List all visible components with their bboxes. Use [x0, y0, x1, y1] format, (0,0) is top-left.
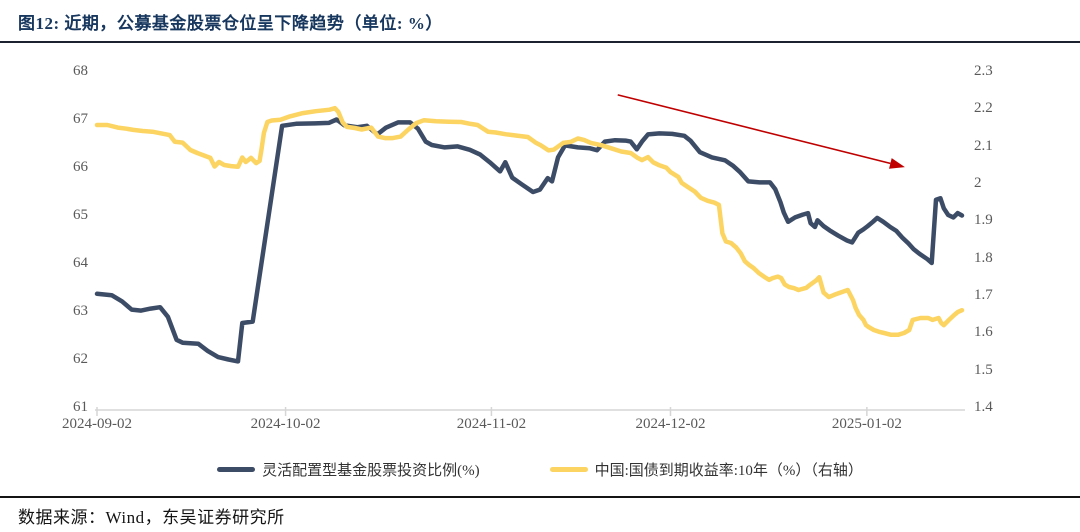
left-axis-tick-label: 64	[73, 255, 88, 271]
left-axis-tick-label: 62	[73, 351, 88, 367]
data-source-note: 数据来源：Wind，东吴证券研究所	[18, 508, 285, 527]
right-axis-tick-label: 2	[974, 175, 982, 191]
right-axis-tick-label: 1.6	[974, 324, 993, 341]
trend-arrow-head-icon	[889, 158, 905, 169]
legend-label: 中国:国债到期收益率:10年（%）（右轴）	[594, 463, 863, 479]
left-axis-tick-label: 66	[73, 159, 88, 175]
x-axis-tick-label: 2024-12-02	[635, 416, 706, 432]
x-axis-tick-label: 2024-09-02	[62, 416, 132, 432]
right-axis-tick-label: 1.4	[974, 399, 993, 415]
title-divider	[0, 41, 1080, 43]
x-axis-tick-label: 2025-01-02	[831, 416, 902, 432]
left-axis-tick-label: 61	[73, 399, 88, 415]
right-axis-tick-label: 2.2	[974, 100, 993, 117]
page-title: 图12: 近期，公募基金股票仓位呈下降趋势（单位: %）	[18, 14, 443, 33]
dark-line-swatch-icon	[217, 467, 256, 472]
left-axis-tick-label: 67	[73, 111, 88, 127]
right-axis-tick-label: 2.3	[974, 63, 993, 79]
right-axis-tick-label: 1.5	[974, 361, 993, 378]
right-axis-tick-label: 1.8	[974, 249, 993, 266]
right-axis-tick-label: 1.9	[974, 212, 993, 229]
legend-item-fund-equity-ratio: 灵活配置型基金股票投资比例(%)	[217, 459, 480, 480]
legend: 灵活配置型基金股票投资比例(%) 中国:国债到期收益率:10年（%）（右轴）	[0, 459, 1080, 480]
left-axis-tick-label: 68	[73, 63, 88, 79]
trend-arrow-shaft	[617, 94, 891, 165]
x-axis-tick-label: 2024-10-02	[250, 416, 321, 432]
series-line-1	[94, 105, 965, 338]
yellow-line-swatch-icon	[549, 467, 588, 472]
right-axis-tick-label: 1.7	[974, 287, 993, 303]
right-axis-tick-label: 2.1	[974, 137, 993, 154]
legend-label: 灵活配置型基金股票投资比例(%)	[262, 463, 480, 479]
footer-divider	[0, 496, 1080, 498]
left-axis-tick-label: 65	[73, 207, 88, 223]
x-axis-tick-label: 2024-11-02	[456, 416, 527, 432]
legend-item-cgb-10y-yield: 中国:国债到期收益率:10年（%）（右轴）	[549, 459, 863, 480]
series-line-0	[94, 117, 965, 364]
left-axis-tick-label: 63	[73, 303, 88, 319]
